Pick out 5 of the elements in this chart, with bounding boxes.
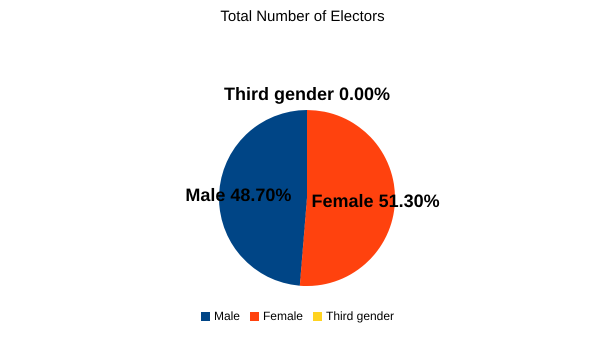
legend-label: Third gender bbox=[326, 309, 394, 323]
legend-label: Female bbox=[262, 309, 303, 323]
text: Third gender 0.00% bbox=[224, 84, 390, 104]
chart-title: Total Number of Electors bbox=[219, 8, 386, 27]
legend-label: Male bbox=[214, 309, 240, 323]
